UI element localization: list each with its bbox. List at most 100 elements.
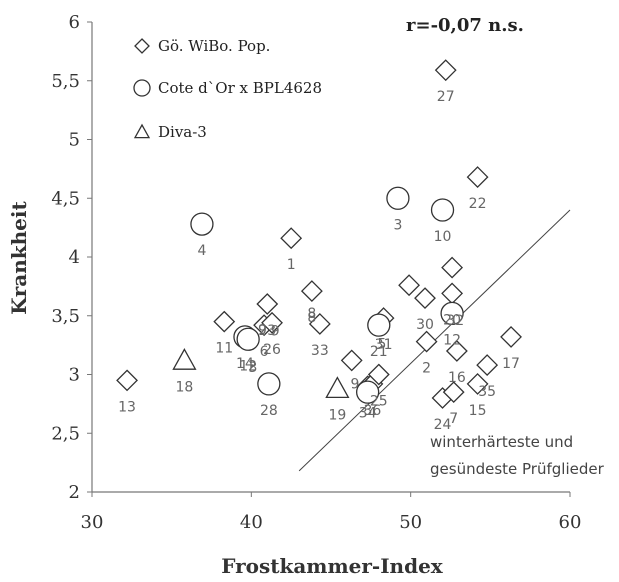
x-tick-label: 60 [559, 512, 582, 533]
circle-marker [430, 198, 455, 222]
diamond-marker [415, 330, 438, 353]
point-label: 22 [469, 196, 487, 212]
point-label: 7 [449, 411, 458, 427]
diamond-marker [434, 59, 457, 82]
diamond-marker [261, 311, 283, 334]
diamond-marker [445, 340, 468, 362]
diamond-marker [414, 287, 436, 310]
circle-marker [440, 301, 464, 326]
point-label: 18 [175, 379, 193, 395]
diamond-marker [466, 372, 489, 395]
point-label: 23 [258, 323, 276, 339]
point-label: 9 [258, 323, 267, 339]
point-label: 21 [370, 344, 388, 360]
circle-marker [367, 313, 391, 337]
point-label: 35 [478, 384, 496, 400]
point-label: 16 [448, 370, 466, 386]
diamond-marker [280, 227, 303, 250]
y-tick-label: 2 [69, 482, 80, 503]
diamond-marker [398, 274, 420, 297]
point-label: 31 [375, 337, 393, 353]
x-axis-title: Frostkammer-Index [221, 554, 444, 577]
point-label: 15 [469, 403, 487, 419]
diamond-marker [213, 310, 236, 333]
y-tick-label: 3,5 [51, 306, 80, 327]
circle-marker [386, 186, 410, 210]
triangle-marker [133, 123, 151, 139]
axes: 2 2,5 3 3,5 4 4,5 5 5,5 6 30 40 50 60 [51, 12, 581, 533]
x-tick-label: 40 [240, 512, 263, 533]
point-label: 26 [263, 342, 281, 358]
diamond-marker [441, 256, 464, 279]
x-tick-label: 30 [81, 512, 104, 533]
point-label: 19 [328, 408, 346, 424]
diamond-marker [340, 349, 363, 372]
point-label: 25 [370, 394, 388, 410]
y-axis-title: Krankheit [7, 201, 31, 315]
point-label: 1 [287, 257, 296, 273]
diamond-marker [116, 369, 138, 392]
point-label: 12 [443, 332, 461, 348]
legend: Gö. WiBo. Pop. Cote d`Or x BPL4628 Diva-3 [133, 37, 322, 141]
circle-marker [355, 380, 380, 404]
point-label: 11 [215, 341, 233, 357]
diamond-marker [256, 293, 279, 315]
legend-label: Diva-3 [158, 123, 207, 141]
diamond-marker [442, 381, 465, 404]
point-label: 2 [422, 361, 431, 377]
diamond-marker [500, 325, 522, 348]
point-label: 9 [350, 377, 359, 393]
circle-marker [236, 327, 260, 351]
y-tick-label: 5,5 [51, 71, 80, 92]
point-label: 20 [443, 312, 461, 328]
point-label: 10 [434, 229, 452, 245]
circle-marker [133, 79, 151, 97]
point-label: 6 [260, 344, 269, 360]
point-label: 9 [271, 324, 280, 340]
correlation-stat: r=-0,07 n.s. [406, 15, 524, 36]
y-tick-label: 5 [69, 130, 80, 151]
data-points [116, 59, 522, 409]
y-tick-label: 4,5 [51, 188, 80, 209]
legend-label: Gö. WiBo. Pop. [158, 37, 270, 55]
circle-marker [257, 372, 281, 396]
y-tick-label: 3 [69, 365, 80, 386]
point-label: 14 [236, 356, 254, 372]
point-label: 8 [307, 306, 316, 322]
legend-label: Cote d`Or x BPL4628 [158, 79, 322, 97]
point-label: 5 [378, 337, 387, 353]
y-tick-label: 2,5 [51, 423, 80, 444]
point-label: 27 [437, 89, 455, 105]
point-label: 13 [118, 399, 136, 415]
annotation-line-1: winterhärteste und [430, 433, 573, 451]
triangle-marker [172, 348, 197, 370]
point-label: 4 [197, 243, 206, 259]
point-label: 28 [260, 403, 278, 419]
point-label: 3 [393, 217, 402, 233]
chart-texts: r=-0,07 n.s. Frostkammer-Index Krankheit… [7, 15, 605, 578]
point-labels: 1311236261833343625313022427207162215351… [118, 89, 520, 433]
point-label: 17 [502, 356, 520, 372]
point-label: 34 [359, 405, 377, 421]
point-label: 36 [364, 403, 382, 419]
point-label: 30 [416, 317, 434, 333]
diamond-marker [134, 38, 150, 54]
diamond-marker [441, 282, 464, 305]
point-label: 24 [434, 417, 452, 433]
diamond-marker [308, 313, 331, 335]
triangle-marker [325, 376, 350, 399]
diamond-marker [367, 363, 390, 386]
x-tick-label: 50 [399, 512, 422, 533]
point-label: 32 [446, 313, 464, 329]
point-label: 8 [307, 310, 316, 326]
annotation-line-2: gesündeste Prüfglieder [430, 460, 605, 478]
diamond-marker [476, 354, 499, 377]
circle-marker [190, 212, 214, 236]
diamond-marker [466, 166, 489, 189]
diamond-marker [300, 280, 323, 302]
y-tick-label: 4 [69, 247, 80, 268]
point-label: 3 [248, 360, 257, 376]
y-tick-label: 6 [69, 12, 80, 33]
